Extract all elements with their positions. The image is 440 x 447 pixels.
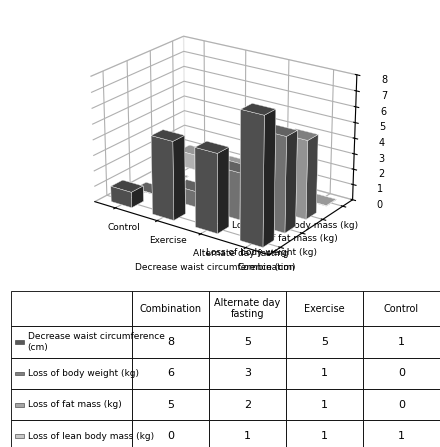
Bar [209, 421, 286, 447]
Bar [132, 421, 209, 447]
Text: Decrease waist circumference
(cm): Decrease waist circumference (cm) [28, 332, 165, 352]
Text: Loss of body weight (kg): Loss of body weight (kg) [28, 369, 139, 378]
Bar [363, 326, 440, 358]
Bar [209, 358, 286, 389]
Text: 1: 1 [244, 431, 251, 441]
Bar [286, 358, 363, 389]
Bar [286, 421, 363, 447]
Text: Alternate day
fasting: Alternate day fasting [214, 298, 281, 320]
Text: 2: 2 [244, 400, 251, 410]
Bar [132, 291, 209, 326]
Bar [15, 403, 24, 406]
Text: 0: 0 [398, 368, 405, 378]
Text: Control: Control [384, 304, 419, 314]
Text: 0: 0 [398, 400, 405, 410]
Text: 5: 5 [244, 337, 251, 347]
Text: 6: 6 [167, 368, 174, 378]
Text: Loss of fat mass (kg): Loss of fat mass (kg) [28, 400, 121, 409]
Bar [11, 389, 132, 421]
Text: 1: 1 [321, 400, 328, 410]
Bar [209, 389, 286, 421]
Bar [11, 358, 132, 389]
Bar [11, 291, 132, 326]
Bar [132, 389, 209, 421]
Bar [132, 326, 209, 358]
Text: 8: 8 [167, 337, 174, 347]
Text: 1: 1 [321, 368, 328, 378]
Text: 5: 5 [167, 400, 174, 410]
Text: 3: 3 [244, 368, 251, 378]
Bar [15, 371, 24, 375]
Bar [363, 421, 440, 447]
Bar [15, 340, 24, 344]
Bar [286, 326, 363, 358]
Bar [363, 291, 440, 326]
Text: Exercise: Exercise [304, 304, 345, 314]
Text: 5: 5 [321, 337, 328, 347]
Text: Loss of lean body mass (kg): Loss of lean body mass (kg) [28, 432, 154, 441]
Bar [11, 421, 132, 447]
Text: Combination: Combination [139, 304, 202, 314]
Bar [209, 326, 286, 358]
Bar [209, 291, 286, 326]
Bar [15, 434, 24, 438]
Text: 1: 1 [398, 431, 405, 441]
Bar [363, 358, 440, 389]
Bar [11, 326, 132, 358]
Text: 1: 1 [321, 431, 328, 441]
Bar [132, 358, 209, 389]
Bar [286, 291, 363, 326]
Text: 0: 0 [167, 431, 174, 441]
Bar [363, 389, 440, 421]
Bar [286, 389, 363, 421]
Text: 1: 1 [398, 337, 405, 347]
